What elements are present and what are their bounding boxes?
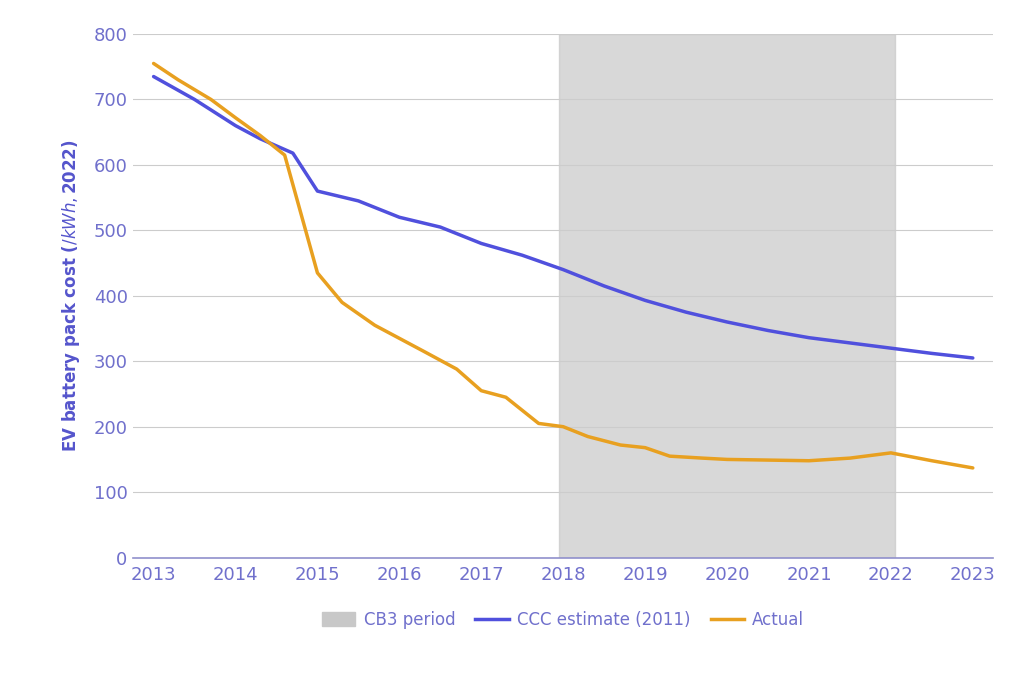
Legend: CB3 period, CCC estimate (2011), Actual: CB3 period, CCC estimate (2011), Actual bbox=[315, 605, 811, 636]
Y-axis label: EV battery pack cost ($/kWh, $2022): EV battery pack cost ($/kWh, $2022) bbox=[60, 139, 83, 452]
Bar bbox=[559, 34, 895, 558]
